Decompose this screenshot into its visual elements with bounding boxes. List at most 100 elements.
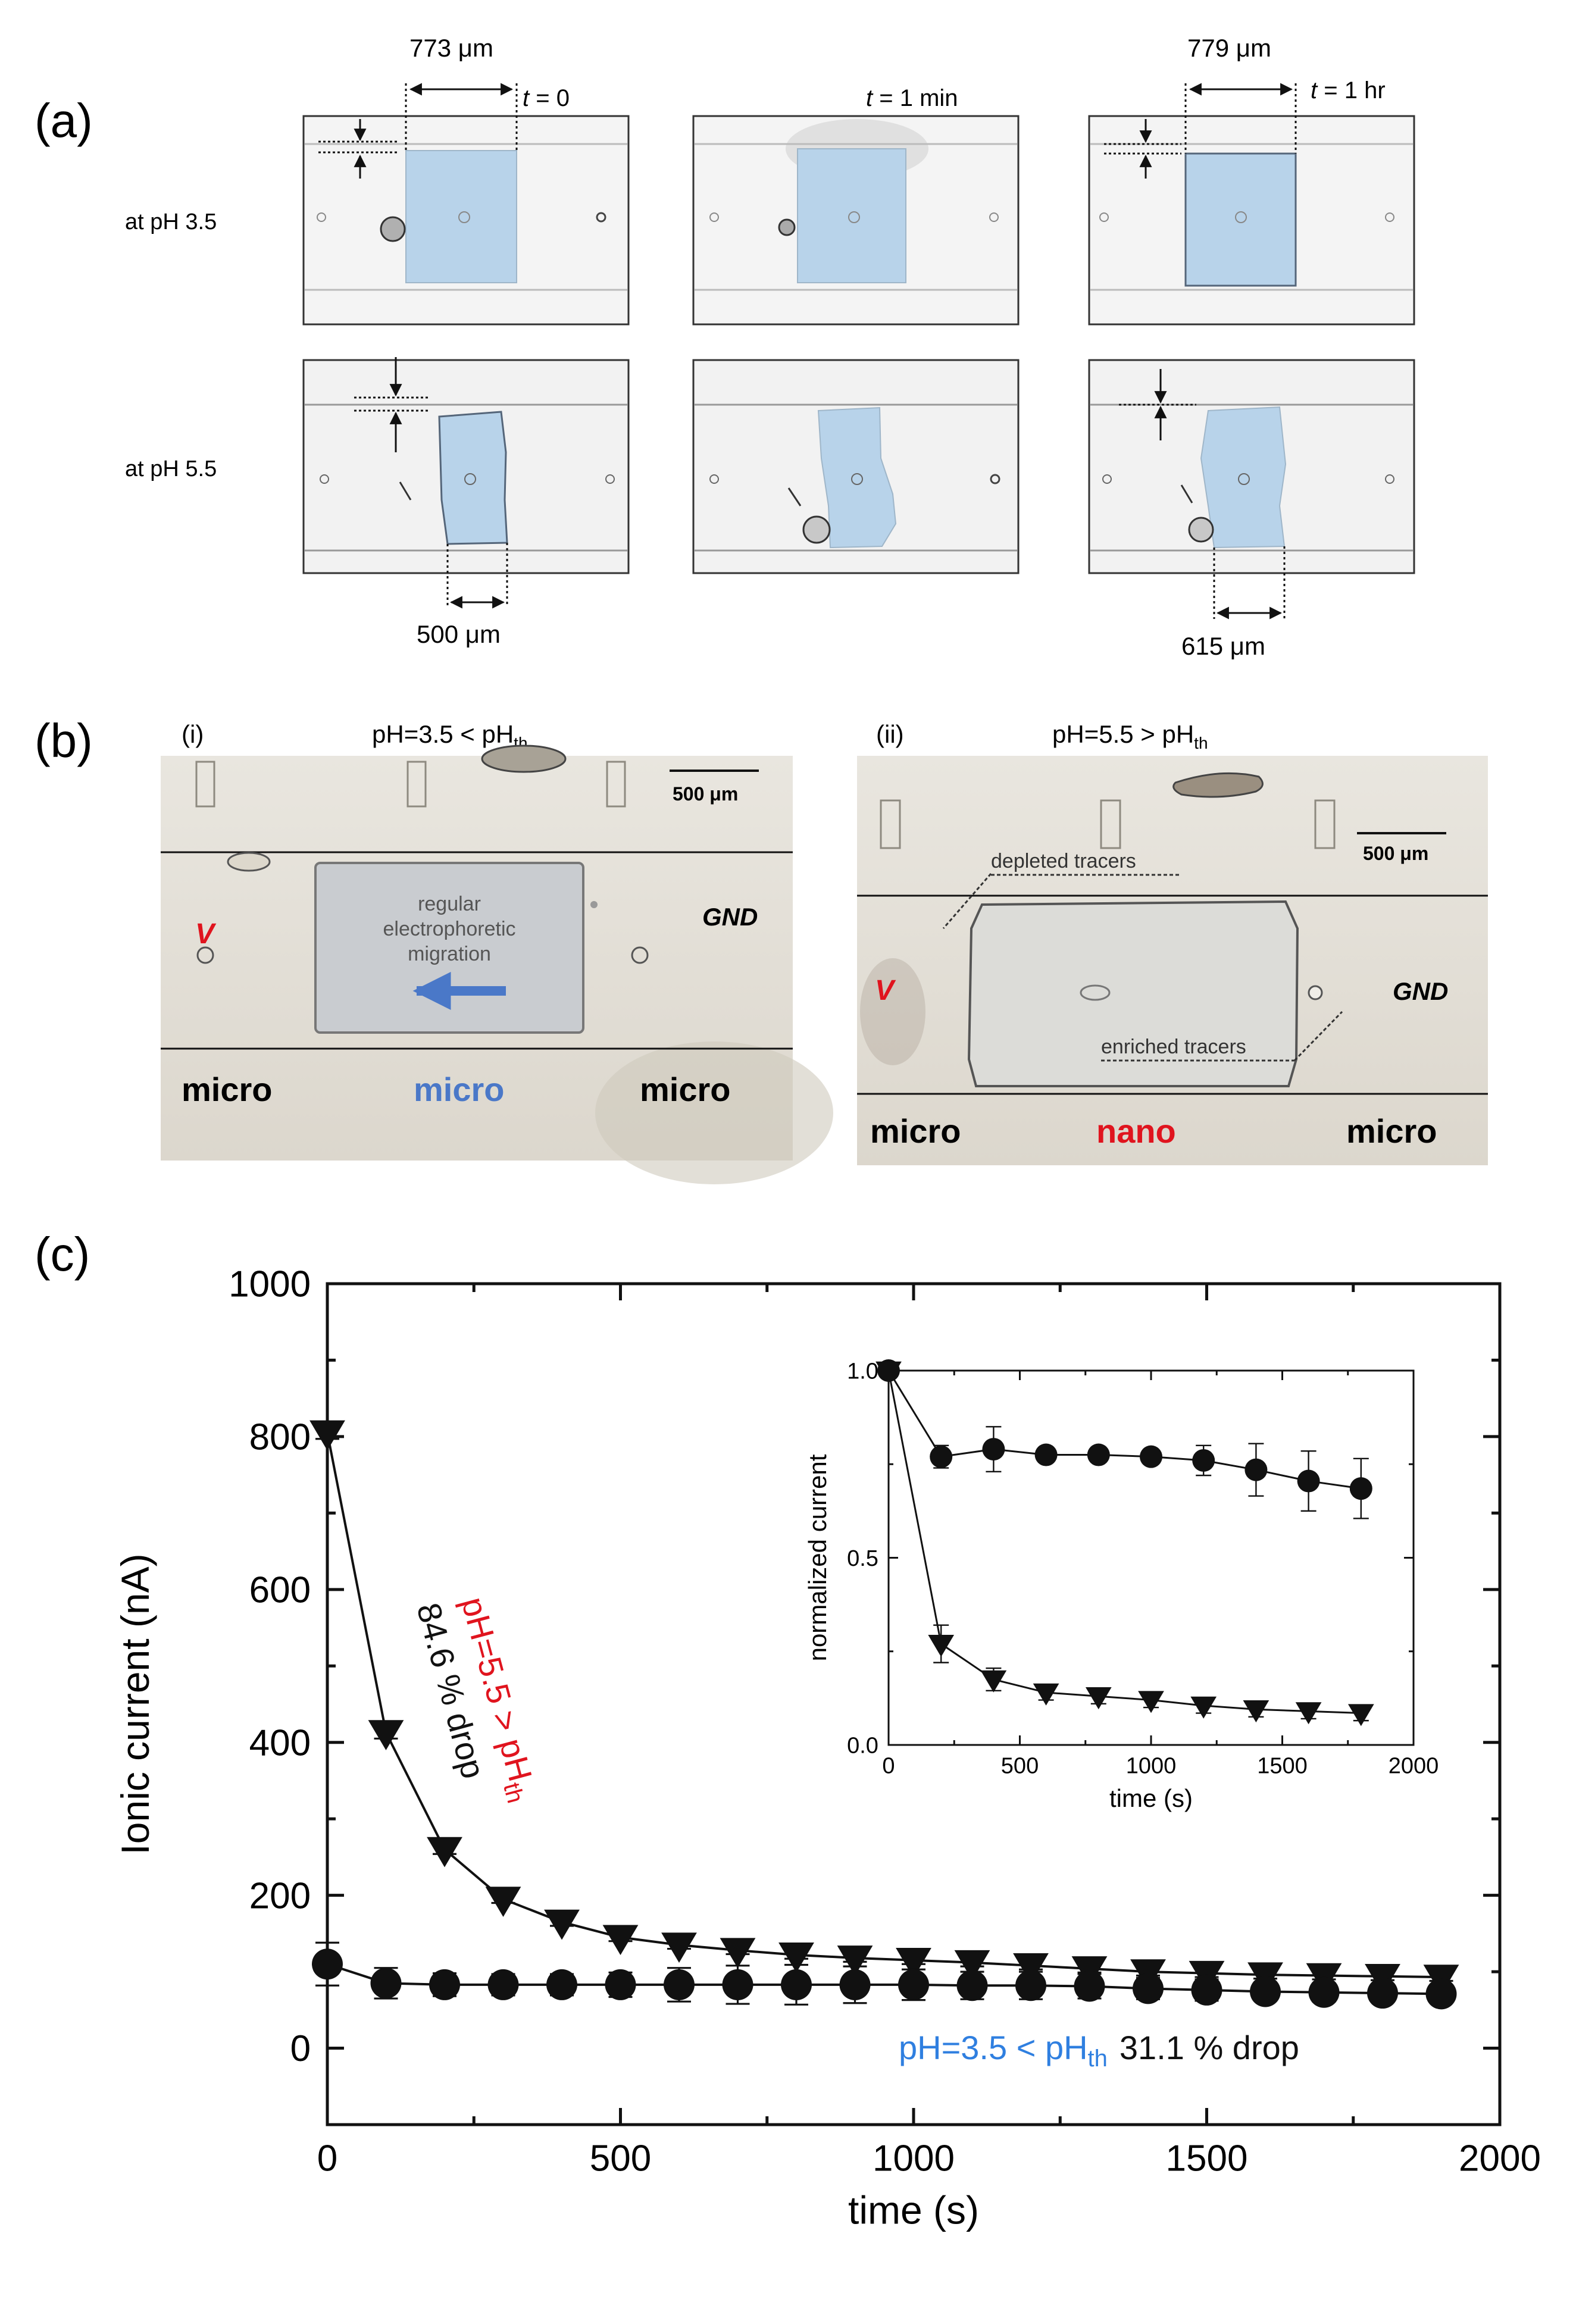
- panel-c-label: (c): [35, 1228, 90, 1281]
- gel-plug-nano: [967, 900, 1299, 1087]
- data-point-triangle: [602, 1925, 639, 1956]
- scale-label-i: 500 μm: [673, 783, 738, 805]
- x-tick-label: 500: [590, 2138, 651, 2179]
- data-point-circle: [312, 1948, 343, 1980]
- panel-a: (a) at pH 3.5 at pH 5.5 t = 0 t = 1 min …: [35, 34, 1415, 660]
- y-axis-label: normalized current: [803, 1454, 831, 1661]
- frame-ph55-t1min: [692, 359, 1020, 574]
- gel-plug-micro: [314, 862, 584, 1034]
- data-point-circle: [930, 1445, 953, 1468]
- data-point-circle: [1367, 1978, 1398, 2009]
- series-triangle-down: [309, 1420, 1459, 1995]
- x-tick-label: 2000: [1459, 2138, 1541, 2179]
- data-point-triangle: [427, 1837, 462, 1868]
- time-label-t1hr: t = 1 hr: [1311, 77, 1386, 104]
- inset-chart: 0 500 1000 1500 2000 0.0 0.5 1.0 time (s) normali…: [803, 1359, 1439, 1812]
- data-point-circle: [1425, 1978, 1457, 2010]
- data-point-circle: [1349, 1477, 1372, 1500]
- gel-plug: [405, 150, 517, 283]
- data-point-circle: [605, 1969, 636, 2000]
- data-point-circle: [898, 1969, 929, 2000]
- region-right-i: micro: [640, 1071, 731, 1108]
- main-chart: 0 500 1000 1500 2000 0 200 400 600 800 1000 time (s…: [113, 1264, 1541, 2232]
- region-center-ii: nano: [1096, 1112, 1176, 1150]
- panel-c: (c) 0 500 1000 1500 2000 0 200 400 600 800 1000 tim…: [35, 1228, 1541, 2232]
- x-axis-label: time (s): [1109, 1784, 1193, 1812]
- series-line: [887, 1370, 1362, 1490]
- panel-b-i: (i) pH=3.5 < pHth 500 μm V GND regular e…: [161, 720, 833, 1184]
- x-tick-label: 0: [317, 2138, 337, 2179]
- data-point-triangle: [544, 1909, 580, 1940]
- x-tick-label: 1000: [873, 2138, 955, 2179]
- data-point-circle: [1297, 1469, 1320, 1493]
- data-point-triangle: [875, 1361, 902, 1384]
- gel-plug: [1200, 406, 1287, 549]
- data-point-circle: [1133, 1973, 1164, 2004]
- data-point-circle: [1192, 1449, 1215, 1472]
- y-tick-label: 0.5: [847, 1546, 878, 1571]
- annot-migration: migration: [408, 943, 491, 965]
- series-circle: [877, 1359, 1372, 1519]
- panel-a-label: (a): [35, 94, 93, 147]
- y-tick-label: 800: [249, 1417, 311, 1458]
- data-point-circle: [982, 1438, 1005, 1461]
- data-point-triangle: [1085, 1687, 1112, 1710]
- data-point-circle: [1140, 1445, 1162, 1468]
- data-point-triangle: [778, 1943, 814, 1973]
- data-point-triangle: [1190, 1696, 1217, 1719]
- y-tick-label: 600: [249, 1570, 311, 1611]
- data-point-circle: [1308, 1976, 1340, 2008]
- panel-b-ii-tag: (ii): [876, 720, 904, 748]
- y-tick-label: 200: [249, 1875, 311, 1916]
- frame-ph55-t0: 500 μm: [302, 357, 630, 648]
- data-point-circle: [956, 1970, 988, 2001]
- gel-plug: [797, 148, 906, 283]
- annot-ph35: pH=3.5 < pHth 31.1 % drop: [899, 2029, 1299, 2072]
- dim-773: 773 μm: [409, 34, 493, 62]
- y-axis-label: Ionic current (nA): [113, 1553, 157, 1854]
- gnd-label-i: GND: [702, 903, 758, 931]
- data-point-circle: [1244, 1458, 1268, 1481]
- x-tick-label: 1000: [1126, 1754, 1177, 1779]
- gel-plug: [1184, 152, 1297, 287]
- region-left-i: micro: [182, 1071, 273, 1108]
- voltage-label-i: V: [195, 918, 217, 950]
- data-point-triangle: [1347, 1704, 1374, 1726]
- x-tick-label: 1500: [1166, 2138, 1248, 2179]
- y-tick-label: 1.0: [847, 1359, 878, 1384]
- x-tick-label: 0: [882, 1754, 895, 1779]
- x-axis-label: time (s): [848, 2188, 979, 2232]
- frame-ph55-t1hr: 615 μm: [1088, 359, 1415, 660]
- plot-frame: [887, 1369, 1415, 1746]
- series-triangle-down: [875, 1361, 1374, 1726]
- annot-electrophoretic: electrophoretic: [383, 918, 515, 940]
- data-point-triangle: [896, 1948, 931, 1978]
- series-line: [887, 1370, 1361, 1715]
- data-point-triangle: [954, 1950, 990, 1981]
- x-tick-label: 500: [1001, 1754, 1039, 1779]
- y-tick-label: 0.0: [847, 1733, 878, 1758]
- data-point-triangle: [1295, 1702, 1322, 1725]
- data-point-triangle: [1138, 1691, 1164, 1713]
- data-point-circle: [546, 1969, 577, 2000]
- row-label-ph35: at pH 3.5: [125, 209, 217, 234]
- data-point-triangle: [1243, 1700, 1269, 1723]
- series-circle: [312, 1941, 1457, 2010]
- data-point-circle: [370, 1968, 402, 1999]
- region-center-i: micro: [414, 1071, 505, 1108]
- data-point-circle: [487, 1969, 519, 2000]
- data-point-circle: [1034, 1443, 1058, 1466]
- time-label-t0: t = 0: [523, 85, 570, 111]
- annot-enriched: enriched tracers: [1101, 1036, 1246, 1058]
- y-tick-label: 1000: [229, 1264, 311, 1305]
- y-tick-label: 400: [249, 1722, 311, 1763]
- dim-500: 500 μm: [417, 620, 501, 648]
- data-point-circle: [1074, 1970, 1105, 2002]
- data-point-circle: [839, 1969, 871, 2000]
- y-tick-label: 0: [290, 2028, 311, 2069]
- data-point-circle: [1087, 1443, 1110, 1466]
- dim-615: 615 μm: [1181, 632, 1265, 660]
- data-point-circle: [429, 1969, 460, 2000]
- data-point-circle: [1250, 1976, 1281, 2007]
- annot-depleted: depleted tracers: [991, 850, 1136, 872]
